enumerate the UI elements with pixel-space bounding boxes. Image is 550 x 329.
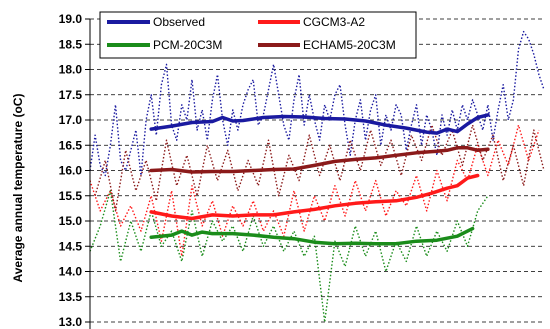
- axis-layer: 13.0 13.5 14.0 14.5 15.0 15.5 16.0 16.5 17.0 17.5…: [59, 12, 91, 329]
- y-tick-label: 16.0: [59, 164, 83, 178]
- smoothed-series-line-echam5-20c3m: [149, 146, 490, 174]
- legend-label-cgcm3-a2: CGCM3-A2: [303, 15, 365, 29]
- smoothed-series-line-cgcm3-a2: [149, 173, 480, 221]
- y-tick-label: 13.0: [59, 315, 83, 329]
- smoothed-series-layer: [149, 113, 490, 246]
- y-tick-label: 13.5: [59, 290, 83, 304]
- y-tick-label: 14.0: [59, 265, 83, 279]
- y-tick-label: 16.5: [59, 138, 83, 152]
- y-tick-label: 17.0: [59, 113, 83, 127]
- y-tick-label: 15.5: [59, 189, 83, 203]
- grid-layer: [90, 18, 544, 323]
- raw-series-line-cgcm3-a2: [89, 124, 540, 257]
- raw-series-line-echam5-20c3m: [94, 124, 545, 212]
- legend-box: [99, 11, 417, 59]
- y-tick-label: 18.0: [59, 63, 83, 77]
- y-axis-title: Average annual temperature (oC): [11, 94, 25, 283]
- y-tick-label: 19.0: [59, 12, 83, 26]
- y-tick-label: 18.5: [59, 37, 83, 51]
- smoothed-series-line-observed: [149, 113, 490, 135]
- raw-series-line-observed: [89, 30, 545, 177]
- legend: Observed CGCM3-A2 PCM-20C3M ECHAM5-20C3M: [99, 11, 417, 59]
- y-tick-label: 14.5: [59, 239, 83, 253]
- smoothed-series-line-pcm-20c3m: [149, 226, 475, 246]
- raw-series-line-pcm-20c3m: [89, 189, 489, 323]
- y-tick-label: 17.5: [59, 88, 83, 102]
- legend-label-echam5-20c3m: ECHAM5-20C3M: [303, 38, 396, 52]
- legend-label-observed: Observed: [153, 15, 205, 29]
- y-tick-label: 15.0: [59, 214, 83, 228]
- legend-label-pcm-20c3m: PCM-20C3M: [153, 38, 222, 52]
